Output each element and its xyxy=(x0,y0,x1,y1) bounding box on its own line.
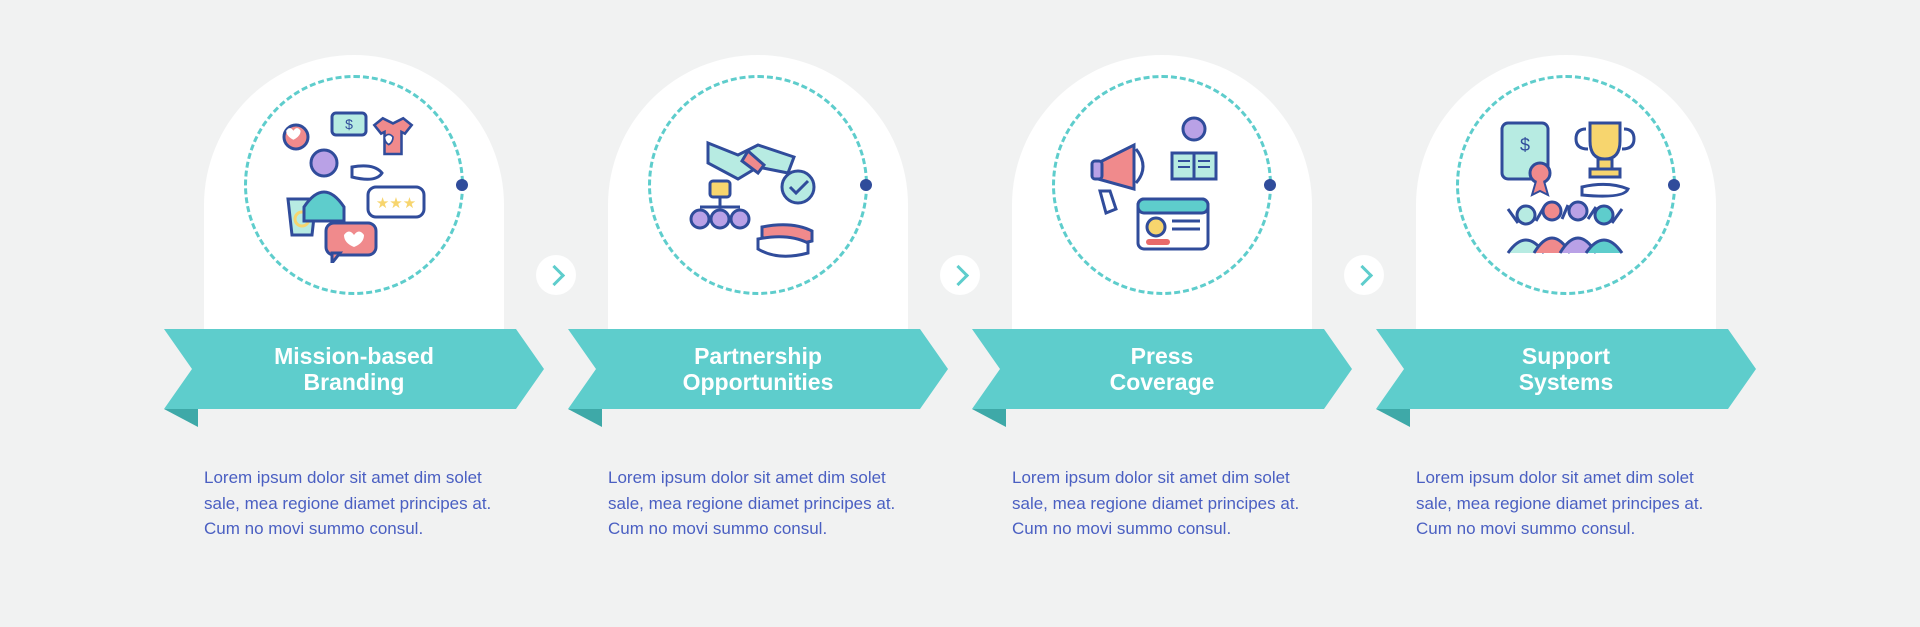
svg-text:$: $ xyxy=(345,116,353,132)
icon-ring: $ ★★★ xyxy=(244,75,464,295)
step-card: PartnershipOpportunities xyxy=(608,55,908,395)
icon-ring: $ xyxy=(1456,75,1676,295)
step-title: SupportSystems xyxy=(1376,329,1756,409)
icon-ring xyxy=(1052,75,1272,295)
chevron-icon xyxy=(1344,255,1384,295)
step-card: $ xyxy=(1416,55,1716,395)
step-desc: Lorem ipsum dolor sit amet dim solet sal… xyxy=(1416,465,1716,542)
support-icon: $ xyxy=(1486,103,1646,268)
step-desc: Lorem ipsum dolor sit amet dim solet sal… xyxy=(1012,465,1312,542)
step-card: PressCoverage xyxy=(1012,55,1312,395)
chevron-icon xyxy=(940,255,980,295)
step-title: PartnershipOpportunities xyxy=(568,329,948,409)
step-press: PressCoverage Lorem ipsum dolor sit amet… xyxy=(992,55,1332,542)
press-icon xyxy=(1082,103,1242,268)
banner-wrap: PressCoverage xyxy=(972,329,1352,409)
infographic-stage: $ ★★★ xyxy=(0,0,1920,627)
partnership-icon xyxy=(678,103,838,268)
banner-wrap: Mission-basedBranding xyxy=(164,329,544,409)
step-partnership: PartnershipOpportunities Lorem ipsum dol… xyxy=(588,55,928,542)
step-desc: Lorem ipsum dolor sit amet dim solet sal… xyxy=(608,465,908,542)
step-support: $ xyxy=(1396,55,1736,542)
banner-wrap: PartnershipOpportunities xyxy=(568,329,948,409)
branding-icon: $ ★★★ xyxy=(274,103,434,268)
chevron-icon xyxy=(536,255,576,295)
step-card: $ ★★★ xyxy=(204,55,504,395)
icon-ring xyxy=(648,75,868,295)
step-title: PressCoverage xyxy=(972,329,1352,409)
banner-fold xyxy=(1376,409,1410,427)
svg-text:★★★: ★★★ xyxy=(376,195,416,212)
banner-fold xyxy=(164,409,198,427)
banner-fold xyxy=(568,409,602,427)
step-title: Mission-basedBranding xyxy=(164,329,544,409)
banner-wrap: SupportSystems xyxy=(1376,329,1756,409)
svg-text:$: $ xyxy=(1520,135,1530,155)
banner-fold xyxy=(972,409,1006,427)
step-desc: Lorem ipsum dolor sit amet dim solet sal… xyxy=(204,465,504,542)
step-mission-branding: $ ★★★ xyxy=(184,55,524,542)
